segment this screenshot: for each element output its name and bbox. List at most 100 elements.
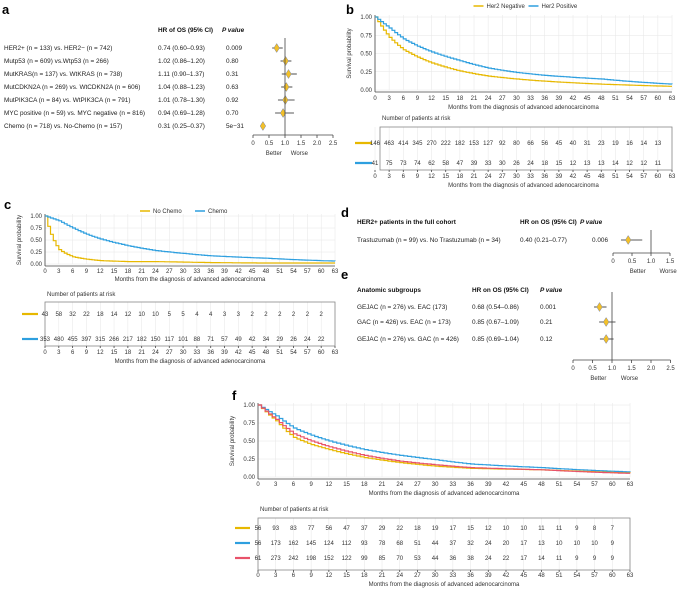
p-value: 0.006 (592, 237, 608, 244)
x-tick-label: 39 (221, 269, 228, 275)
y-axis-label: Survival probability (347, 28, 353, 78)
p-value-header: P value (540, 287, 563, 294)
x-tick-label: 33 (527, 96, 534, 102)
x-tick-label: 48 (538, 482, 545, 488)
at-risk-count: 24 (527, 161, 534, 167)
at-risk-count: 24 (304, 337, 311, 343)
x-tick-label: 9 (85, 269, 89, 275)
x-tick-label: 45 (584, 174, 591, 180)
x-tick-label: 36 (207, 269, 214, 275)
at-risk-count: 70 (396, 556, 403, 562)
x-tick-label: 51 (556, 573, 563, 579)
at-risk-count: 22 (503, 556, 510, 562)
better-label: Better (266, 151, 282, 157)
x-tick-label: 9 (416, 96, 420, 102)
x-tick-label: 60 (318, 269, 325, 275)
at-risk-count: 2 (292, 312, 296, 318)
y-tick-label: 0.25 (243, 457, 255, 463)
x-tick-label: 27 (499, 174, 506, 180)
x-tick-label: 45 (520, 482, 527, 488)
y-tick-label: 0.75 (360, 33, 372, 39)
x-tick-label: 51 (556, 482, 563, 488)
x-tick-label: 12 (428, 96, 435, 102)
at-risk-count: 11 (556, 526, 563, 532)
row-label: HER2+ (n = 133) vs. HER2− (n = 742) (4, 45, 112, 52)
at-risk-count: 26 (513, 161, 520, 167)
forest-title: Anatomic subgroups (357, 287, 421, 294)
at-risk-count: 12 (570, 161, 577, 167)
at-risk-count: 29 (276, 337, 283, 343)
at-risk-count: 77 (308, 526, 315, 532)
hr-value: 0.68 (0.54–0.86) (472, 304, 519, 311)
x-tick-label: 63 (627, 482, 634, 488)
x-tick-label: 0 (373, 96, 377, 102)
x-tick-label: 63 (332, 350, 339, 356)
x-tick-label: 0 (256, 482, 260, 488)
y-tick-label: 0.50 (30, 238, 42, 244)
x-tick-label: 15 (442, 96, 449, 102)
at-risk-count: 11 (538, 526, 545, 532)
x-tick-label: 39 (485, 482, 492, 488)
y-tick-label: 0.50 (360, 52, 372, 58)
at-risk-count: 78 (379, 541, 386, 547)
at-risk-count: 51 (414, 541, 421, 547)
x-tick-label: 21 (471, 96, 478, 102)
at-risk-count: 38 (467, 556, 474, 562)
panel-label-a: a (2, 2, 10, 17)
x-tick-label: 27 (414, 573, 421, 579)
at-risk-count: 34 (263, 337, 270, 343)
at-risk-count: 266 (109, 337, 120, 343)
at-risk-count: 47 (457, 161, 464, 167)
at-risk-count: 42 (249, 337, 256, 343)
x-tick-label: 2.5 (666, 366, 675, 372)
x-tick-label: 54 (290, 269, 297, 275)
x-tick-label: 48 (598, 174, 605, 180)
at-risk-count: 56 (541, 141, 548, 147)
x-tick-label: 51 (276, 269, 283, 275)
x-tick-label: 54 (290, 350, 297, 356)
x-tick-label: 1.5 (297, 141, 306, 147)
at-risk-count: 22 (396, 526, 403, 532)
at-risk-count: 112 (342, 541, 352, 547)
row-label: Trastuzumab (n = 99) vs. No Trastuzumab … (357, 237, 501, 244)
legend-label: No Chemo (153, 209, 182, 215)
at-risk-count: 5 (168, 312, 172, 318)
better-label: Better (590, 376, 606, 382)
at-risk-count: 23 (598, 141, 605, 147)
at-risk-count: 10 (556, 541, 563, 547)
x-tick-label: 2.5 (329, 141, 338, 147)
survival-curve (258, 404, 631, 474)
at-risk-count: 33 (485, 161, 492, 167)
y-tick-label: 0.00 (360, 88, 372, 94)
x-tick-label: 9 (416, 174, 420, 180)
at-risk-count: 14 (111, 312, 118, 318)
at-risk-count: 85 (379, 556, 386, 562)
x-tick-label: 3 (387, 174, 391, 180)
at-risk-count: 124 (324, 541, 335, 547)
x-tick-label: 1.0 (608, 366, 617, 372)
y-tick-label: 0.50 (243, 439, 255, 445)
row-label: Chemo (n = 718) vs. No-Chemo (n = 157) (4, 123, 122, 130)
x-tick-label: 15 (111, 350, 118, 356)
at-risk-count: 80 (513, 141, 520, 147)
x-tick-label: 0 (373, 174, 377, 180)
at-risk-count: 162 (288, 541, 299, 547)
x-tick-label: 45 (584, 96, 591, 102)
x-tick-label: 15 (343, 482, 350, 488)
worse-label: Worse (621, 376, 639, 382)
at-risk-count: 37 (450, 541, 457, 547)
at-risk-count: 16 (626, 141, 633, 147)
x-tick-label: 57 (304, 269, 311, 275)
at-risk-count: 17 (520, 556, 527, 562)
x-tick-label: 33 (527, 174, 534, 180)
at-risk-count: 9 (611, 541, 615, 547)
survival-curve-chemo (45, 215, 336, 262)
x-tick-label: 18 (125, 269, 132, 275)
p-value-header: P value (580, 219, 603, 226)
legend-label: Her2 Negative (487, 4, 526, 10)
survival-curve-her2-positive (375, 16, 673, 85)
at-risk-count: 18 (541, 161, 548, 167)
at-risk-count: 56 (255, 526, 262, 532)
x-tick-label: 3 (57, 269, 61, 275)
